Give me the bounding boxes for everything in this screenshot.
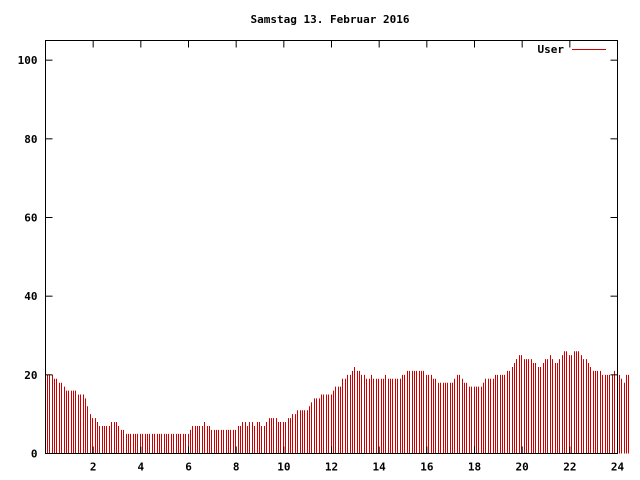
legend-label: User: [538, 43, 565, 56]
bars-group: [47, 351, 629, 454]
x-tick-label: 6: [185, 461, 192, 474]
x-tick-label: 14: [373, 461, 387, 474]
x-tick-label: 20: [516, 461, 529, 474]
x-tick-label: 8: [233, 461, 240, 474]
x-tick-label: 12: [325, 461, 338, 474]
y-tick-label: 80: [24, 133, 37, 146]
x-tick-label: 2: [90, 461, 97, 474]
y-tick-label: 60: [24, 212, 37, 225]
x-tick-label: 24: [611, 461, 625, 474]
x-tick-label: 10: [277, 461, 290, 474]
x-tick-label: 16: [420, 461, 434, 474]
x-tick-label: 18: [468, 461, 481, 474]
y-tick-label: 0: [31, 448, 38, 461]
x-tick-label: 22: [563, 461, 576, 474]
y-tick-label: 40: [24, 290, 37, 303]
y-tick-label: 20: [24, 369, 37, 382]
legend: User: [538, 43, 606, 56]
y-tick-label: 100: [18, 54, 38, 67]
chart-title: Samstag 13. Februar 2016: [251, 13, 410, 26]
x-tick-label: 4: [138, 461, 145, 474]
